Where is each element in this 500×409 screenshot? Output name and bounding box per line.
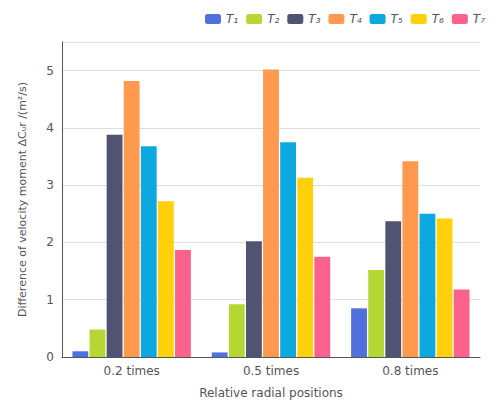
svg-text:1: 1 xyxy=(46,293,54,307)
svg-text:0.5 times: 0.5 times xyxy=(243,364,299,378)
svg-text:2: 2 xyxy=(46,235,54,249)
svg-text:Relative radial positions: Relative radial positions xyxy=(199,386,343,400)
svg-text:4: 4 xyxy=(46,121,54,135)
svg-text:Difference of velocity moment: Difference of velocity moment ΔCᵤr /(m²/… xyxy=(16,82,29,317)
svg-text:T₅: T₅ xyxy=(391,12,403,26)
svg-text:T₃: T₃ xyxy=(308,12,320,26)
svg-text:T₆: T₆ xyxy=(432,12,444,26)
svg-text:5: 5 xyxy=(46,64,54,78)
svg-text:0.8 times: 0.8 times xyxy=(382,364,438,378)
svg-text:0: 0 xyxy=(46,350,54,364)
svg-text:T₂: T₂ xyxy=(267,12,279,26)
svg-text:T₁: T₁ xyxy=(226,12,238,26)
svg-text:T₄: T₄ xyxy=(349,12,361,26)
svg-text:T₇: T₇ xyxy=(473,12,485,26)
svg-text:3: 3 xyxy=(46,178,54,192)
svg-text:0.2 times: 0.2 times xyxy=(104,364,160,378)
